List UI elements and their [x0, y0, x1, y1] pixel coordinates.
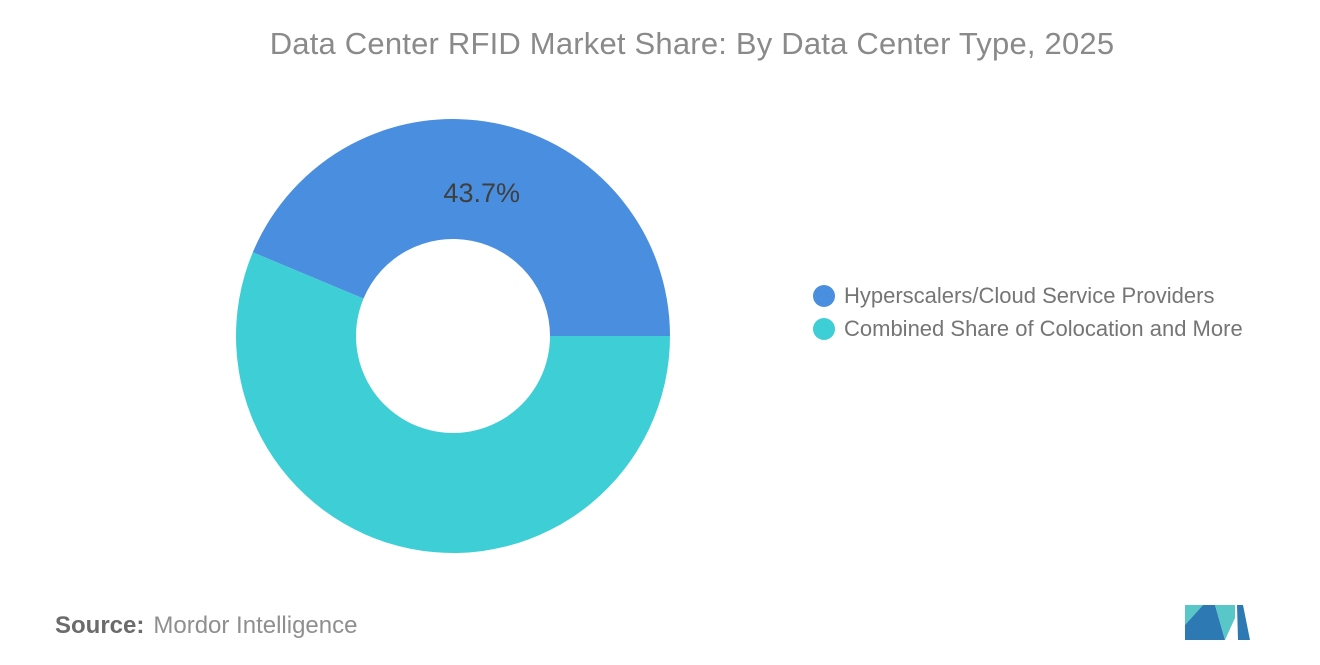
legend-label: Hyperscalers/Cloud Service Providers: [844, 283, 1215, 308]
chart-title: Data Center RFID Market Share: By Data C…: [269, 26, 1115, 61]
source-row: Source: Mordor Intelligence: [55, 611, 357, 641]
logo-shape: [1215, 605, 1235, 640]
pie-slice-0[interactable]: [252, 118, 670, 336]
slice-label: 43.7%: [443, 178, 520, 208]
source-value: Mordor Intelligence: [153, 612, 358, 639]
logo-shape: [1237, 605, 1250, 640]
legend: Hyperscalers/Cloud Service Providers Com…: [813, 285, 1243, 340]
logo-shape: [1185, 605, 1225, 640]
legend-item-colocation[interactable]: Combined Share of Colocation and More: [813, 318, 1243, 340]
legend-marker-circle: [813, 285, 835, 307]
source-label: Source:: [55, 612, 145, 639]
pie-slice-1[interactable]: [235, 252, 670, 553]
legend-label: Combined Share of Colocation and More: [844, 316, 1243, 341]
legend-marker-circle: [813, 318, 835, 340]
mordor-intelligence-logo-icon: [1185, 605, 1250, 640]
legend-item-hyperscalers[interactable]: Hyperscalers/Cloud Service Providers: [813, 285, 1243, 307]
